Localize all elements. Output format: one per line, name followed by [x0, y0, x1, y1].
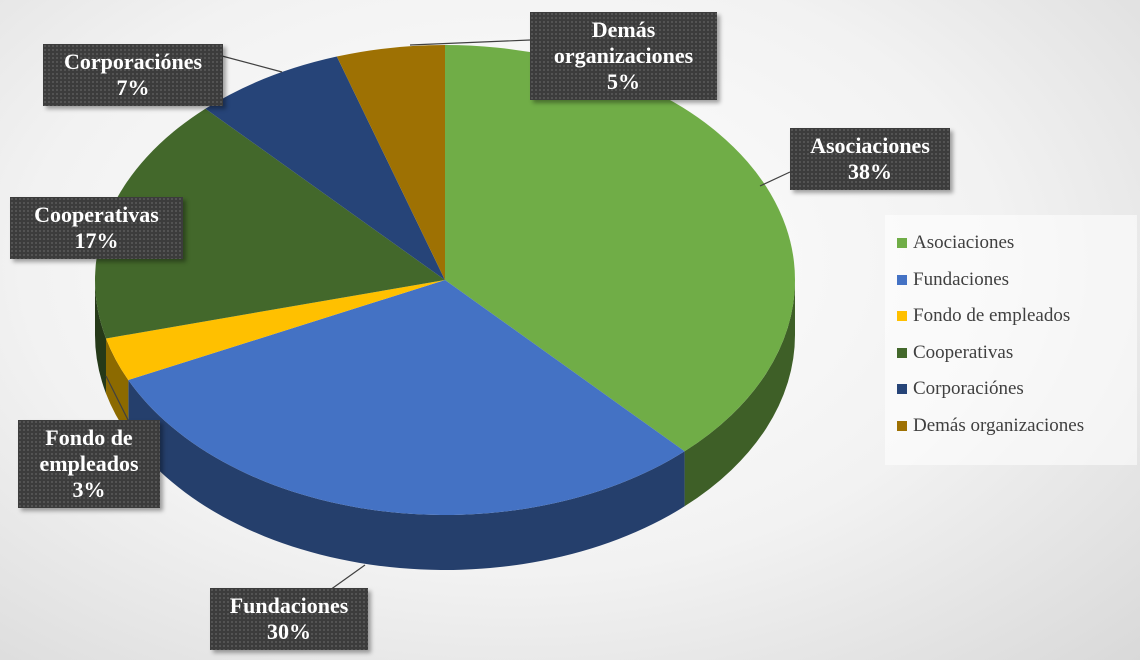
leader-line [221, 55, 283, 73]
data-label: Corporaciónes 7% [43, 44, 223, 106]
legend-label: Cooperativas [913, 341, 1014, 363]
data-label: Cooperativas 17% [10, 197, 183, 259]
legend-item: Cooperativas [897, 335, 1137, 372]
data-label: Asociaciones 38% [790, 128, 950, 190]
data-label-category: Corporaciónes [63, 49, 203, 74]
data-label-category: Asociaciones [810, 133, 930, 158]
legend-swatch [897, 384, 907, 395]
data-label-value: 5% [607, 69, 640, 94]
data-label: Fondo de empleados 3% [18, 420, 160, 508]
data-label-category: Fondo de empleados [39, 425, 139, 476]
legend-label: Demás organizaciones [913, 414, 1085, 436]
leader-line [329, 564, 366, 591]
legend-label: Corporaciónes [913, 378, 1024, 400]
slice [95, 108, 446, 339]
legend-swatch [897, 238, 907, 249]
slice [205, 56, 445, 280]
legend-label: Fundaciones [913, 268, 1010, 290]
data-label-value: 7% [116, 75, 150, 100]
data-label: Fundaciones 30% [210, 588, 368, 650]
legend-label: Fondo de empleados [913, 305, 1071, 327]
legend-item: Fundaciones [897, 262, 1137, 299]
data-label-category: Demás organizaciones [553, 17, 694, 68]
legend-item: Demás organizaciones [897, 408, 1137, 445]
leader-line [759, 171, 791, 187]
slice [445, 45, 795, 452]
slice-side [128, 380, 685, 570]
legend-item: Asociaciones [897, 225, 1137, 262]
legend-swatch [897, 347, 907, 358]
legend: Asociaciones Fundaciones Fondo de empleado… [885, 215, 1137, 465]
slice [128, 280, 685, 515]
slice-side [684, 280, 795, 507]
data-label: Demás organizaciones 5% [530, 12, 717, 100]
slice-side [95, 280, 106, 394]
legend-item: Fondo de empleados [897, 298, 1137, 335]
data-label-value: 38% [848, 159, 892, 184]
data-label-category: Cooperativas [34, 202, 159, 227]
legend-item: Corporaciónes [897, 371, 1137, 408]
data-label-value: 17% [74, 228, 119, 253]
leader-line [105, 375, 129, 421]
slice [336, 45, 445, 280]
data-label-category: Fundaciones [229, 593, 349, 618]
legend-swatch [897, 420, 907, 431]
slice-side [105, 338, 129, 436]
legend-label: Asociaciones [913, 232, 1015, 254]
data-label-value: 3% [72, 477, 106, 502]
slice [105, 280, 445, 381]
legend-swatch [897, 311, 907, 322]
data-label-value: 30% [267, 619, 311, 644]
leader-line [409, 39, 531, 46]
legend-swatch [897, 274, 907, 285]
